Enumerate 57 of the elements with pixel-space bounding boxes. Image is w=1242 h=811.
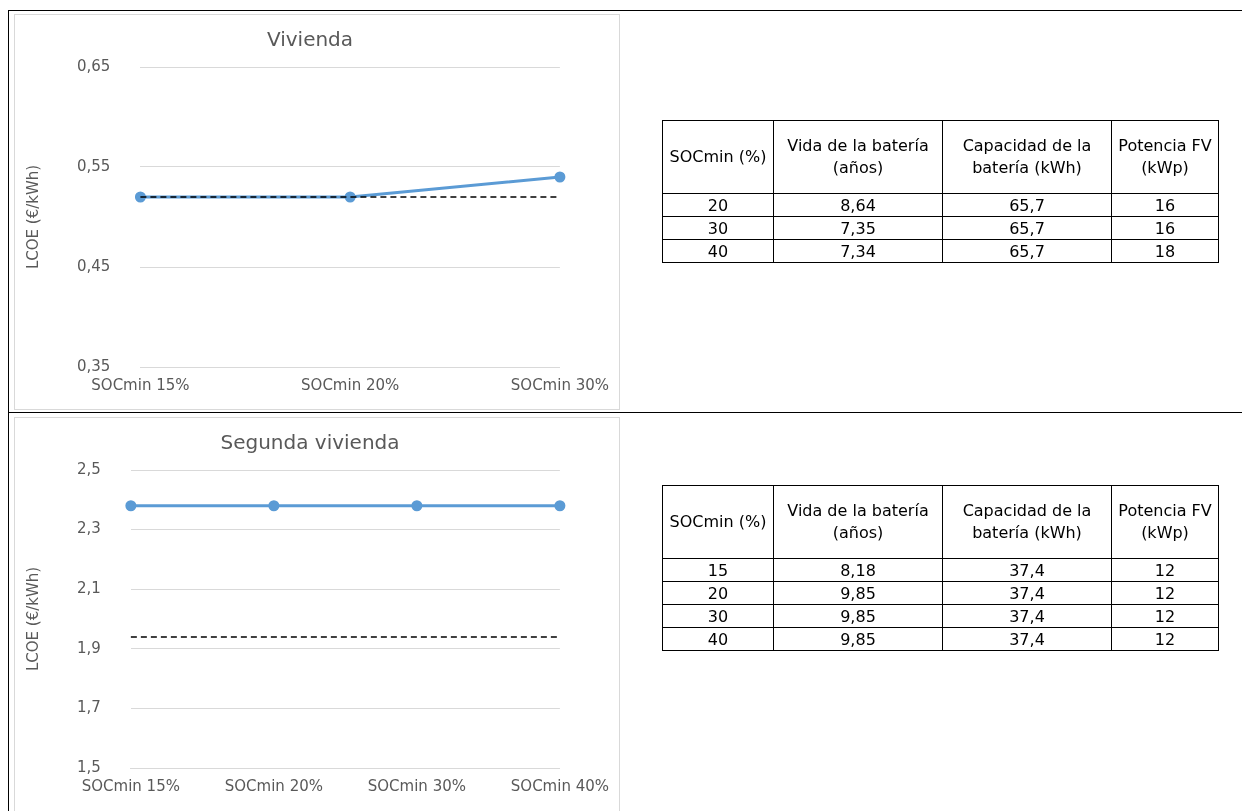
y-tick-label: 2,3: [77, 519, 101, 538]
y-axis-title: LCOE (€/kWh): [23, 566, 42, 672]
x-tick-label: SOCmin 20%: [224, 776, 323, 795]
y-axis-title: LCOE (€/kWh): [23, 164, 42, 270]
y-tick-label: 0,35: [76, 356, 111, 375]
text: 30: [662, 604, 774, 628]
category-label: SOCmin (%): [662, 120, 774, 194]
text: 37,4: [942, 604, 1112, 628]
x-tick-label: SOCmin 30%: [510, 375, 609, 394]
y-tick-label: 2,5: [77, 459, 101, 478]
category-label: Capacidad de la batería (kWh): [942, 120, 1112, 194]
text: 12: [1111, 581, 1219, 605]
y-tick-label: 1,5: [77, 757, 101, 776]
text: 18: [1111, 239, 1219, 263]
text: 12: [1111, 627, 1219, 651]
chart-title: Segunda vivienda: [220, 430, 400, 455]
text: 8,18: [773, 558, 943, 582]
x-tick-label: SOCmin 15%: [91, 375, 190, 394]
y-tick-label: 1,9: [77, 638, 101, 657]
text: 37,4: [942, 581, 1112, 605]
text: 7,34: [773, 239, 943, 263]
y-tick-label: 2,1: [77, 579, 101, 598]
text: 16: [1111, 193, 1219, 217]
text: 65,7: [942, 216, 1112, 240]
x-tick-label: SOCmin 15%: [81, 776, 180, 795]
text: 12: [1111, 558, 1219, 582]
text: 20: [662, 193, 774, 217]
text: 9,85: [773, 604, 943, 628]
text: 37,4: [942, 558, 1112, 582]
text: 7,35: [773, 216, 943, 240]
y-tick-label: 0,45: [76, 256, 111, 275]
y-tick-label: 0,55: [76, 156, 111, 175]
chart-title: Vivienda: [266, 27, 354, 52]
text: 40: [662, 627, 774, 651]
text: 20: [662, 581, 774, 605]
text: 12: [1111, 604, 1219, 628]
text: 65,7: [942, 193, 1112, 217]
text: 30: [662, 216, 774, 240]
category-label: Vida de la batería (años): [773, 120, 943, 194]
category-label: Potencia FV (kWp): [1111, 120, 1219, 194]
text: 8,64: [773, 193, 943, 217]
text: 9,85: [773, 627, 943, 651]
category-label: Capacidad de la batería (kWh): [942, 485, 1112, 559]
x-tick-label: SOCmin 20%: [301, 375, 400, 394]
text: 40: [662, 239, 774, 263]
text: 9,85: [773, 581, 943, 605]
category-label: Potencia FV (kWp): [1111, 485, 1219, 559]
text: 16: [1111, 216, 1219, 240]
text: 65,7: [942, 239, 1112, 263]
text: 15: [662, 558, 774, 582]
x-tick-label: SOCmin 30%: [367, 776, 466, 795]
category-label: SOCmin (%): [662, 485, 774, 559]
category-label: Vida de la batería (años): [773, 485, 943, 559]
y-tick-label: 1,7: [77, 698, 101, 717]
y-tick-label: 0,65: [76, 56, 111, 75]
text: 37,4: [942, 627, 1112, 651]
x-tick-label: SOCmin 40%: [510, 776, 609, 795]
